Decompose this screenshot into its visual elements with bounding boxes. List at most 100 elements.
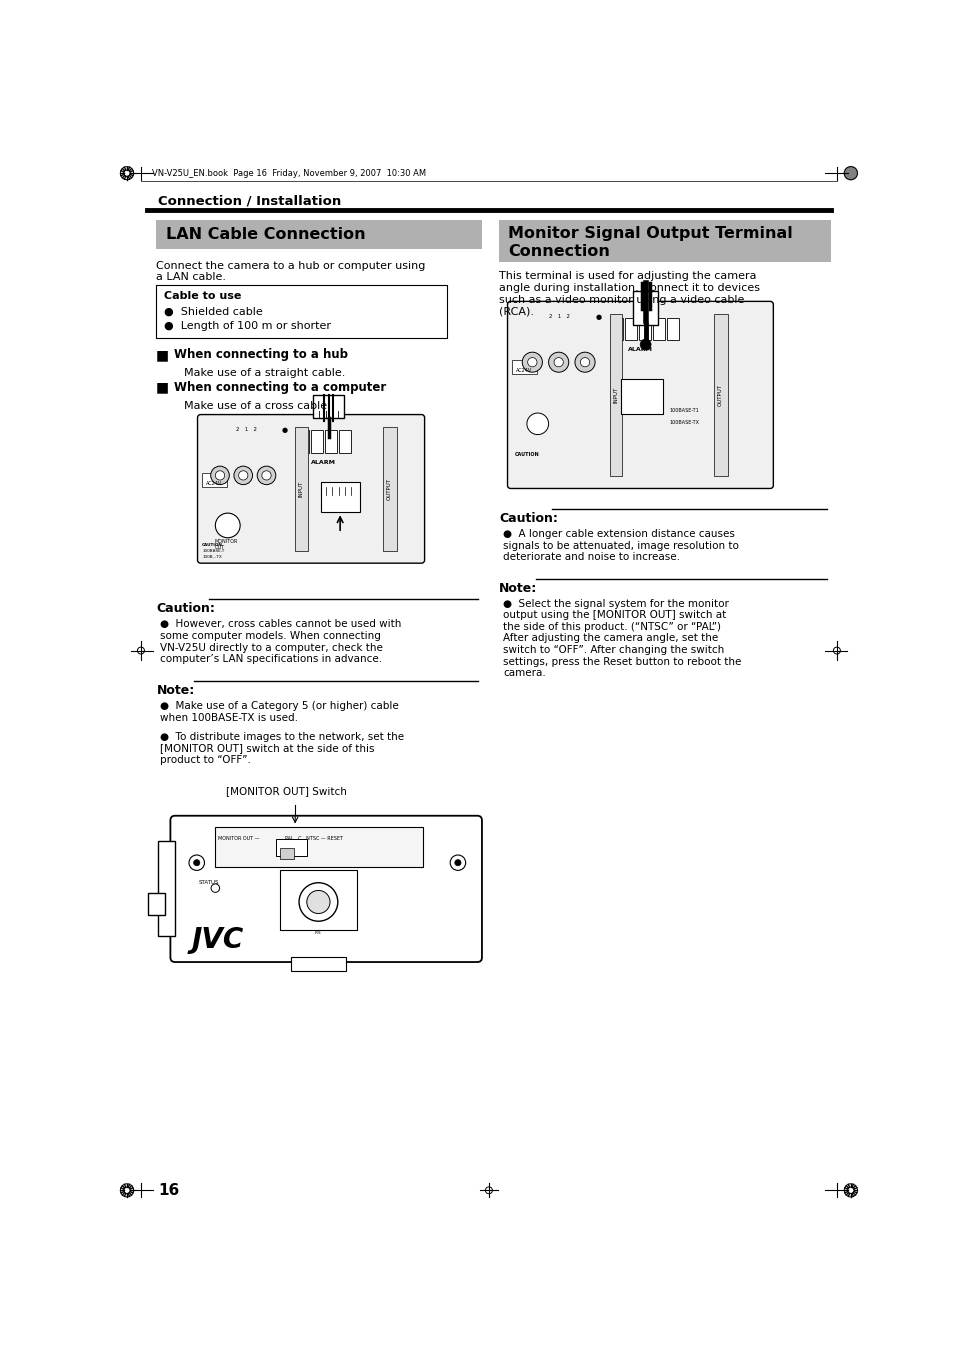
Bar <box>313 394 344 417</box>
Circle shape <box>211 466 229 485</box>
Circle shape <box>455 860 460 865</box>
Bar <box>382 427 396 551</box>
Bar <box>294 427 307 551</box>
Circle shape <box>257 466 275 485</box>
Circle shape <box>211 884 219 892</box>
Text: 100BASE-T1: 100BASE-T1 <box>669 409 699 413</box>
Bar <box>339 429 351 454</box>
Bar <box>202 472 227 487</box>
Circle shape <box>450 855 465 871</box>
Bar <box>320 482 359 512</box>
Text: ●  Length of 100 m or shorter: ● Length of 100 m or shorter <box>164 320 331 331</box>
Text: Note:: Note: <box>156 684 194 697</box>
Text: CAUTION: CAUTION <box>514 452 538 458</box>
Bar <box>215 826 422 867</box>
Text: ●  However, cross cables cannot be used with
some computer models. When connecti: ● However, cross cables cannot be used w… <box>160 620 401 664</box>
Text: ●  To distribute images to the network, set the
[MONITOR OUT] switch at the side: ● To distribute images to the network, s… <box>160 732 404 765</box>
Text: When connecting to a computer: When connecting to a computer <box>173 381 385 394</box>
Text: 100BASE-TX: 100BASE-TX <box>669 420 699 425</box>
FancyBboxPatch shape <box>197 414 424 563</box>
Text: Connect the camera to a hub or computer using
a LAN cable.: Connect the camera to a hub or computer … <box>156 261 425 282</box>
Bar <box>325 429 336 454</box>
Circle shape <box>261 471 271 481</box>
Bar <box>279 869 356 930</box>
Circle shape <box>189 855 204 871</box>
Text: AC24V: AC24V <box>516 367 532 373</box>
Circle shape <box>639 339 650 350</box>
Circle shape <box>554 358 562 367</box>
Text: MONITOR OUT —: MONITOR OUT — <box>217 836 259 841</box>
Text: 16: 16 <box>158 1183 179 1197</box>
Bar <box>311 429 323 454</box>
Text: 100B...TX: 100B...TX <box>202 555 222 559</box>
Circle shape <box>193 860 199 865</box>
FancyBboxPatch shape <box>171 815 481 963</box>
Text: This terminal is used for adjusting the camera
angle during installation. Connec: This terminal is used for adjusting the … <box>498 271 760 316</box>
Bar <box>280 848 294 859</box>
Bar <box>297 429 309 454</box>
Text: ●  A longer cable extension distance causes
signals to be attenuated, image reso: ● A longer cable extension distance caus… <box>502 529 738 563</box>
Text: INPUT: INPUT <box>298 481 304 497</box>
Bar <box>498 220 830 262</box>
Text: Connection / Installation: Connection / Installation <box>158 194 341 207</box>
Text: ■: ■ <box>155 381 169 394</box>
Text: 2   1   2: 2 1 2 <box>235 427 256 432</box>
Text: AC24V: AC24V <box>206 481 222 486</box>
Text: ●  Shielded cable: ● Shielded cable <box>164 306 263 317</box>
Text: [MONITOR OUT] Switch: [MONITOR OUT] Switch <box>226 786 347 795</box>
Text: ●: ● <box>282 427 288 433</box>
Bar <box>148 894 165 915</box>
Text: When connecting to a hub: When connecting to a hub <box>173 348 347 362</box>
Circle shape <box>307 891 330 914</box>
Circle shape <box>548 352 568 373</box>
Bar <box>275 838 307 856</box>
Circle shape <box>527 358 537 367</box>
Bar <box>653 319 664 340</box>
Text: STATUS: STATUS <box>198 880 218 886</box>
Text: Caution:: Caution: <box>156 602 215 616</box>
Text: IRS: IRS <box>314 931 321 936</box>
Text: 100BASE-T: 100BASE-T <box>202 548 224 552</box>
Circle shape <box>526 413 548 435</box>
FancyBboxPatch shape <box>507 301 773 489</box>
Circle shape <box>238 471 248 481</box>
Circle shape <box>575 352 595 373</box>
Text: Cable to use: Cable to use <box>164 292 241 301</box>
Bar <box>624 319 637 340</box>
Circle shape <box>215 471 224 481</box>
Text: OUTPUT: OUTPUT <box>718 383 722 406</box>
Text: ●  Select the signal system for the monitor
output using the [MONITOR OUT] switc: ● Select the signal system for the monit… <box>502 598 740 678</box>
Bar <box>609 313 621 477</box>
Bar <box>156 220 481 248</box>
Text: 2   1   2: 2 1 2 <box>549 313 570 319</box>
Text: MONITOR
OUT: MONITOR OUT <box>214 539 237 549</box>
Text: INPUT: INPUT <box>613 387 618 404</box>
Bar <box>620 379 662 414</box>
Text: Make use of a cross cable.: Make use of a cross cable. <box>183 401 330 410</box>
Bar <box>512 360 537 374</box>
Circle shape <box>298 883 337 921</box>
Text: CAUTION: CAUTION <box>202 543 223 547</box>
Circle shape <box>843 166 857 180</box>
Text: Note:: Note: <box>498 582 537 594</box>
Bar <box>156 285 447 338</box>
Text: VN-V25U_EN.book  Page 16  Friday, November 9, 2007  10:30 AM: VN-V25U_EN.book Page 16 Friday, November… <box>152 169 425 178</box>
Bar <box>713 313 727 477</box>
Bar <box>291 957 345 971</box>
Bar <box>611 319 622 340</box>
Bar <box>639 319 650 340</box>
Text: ●: ● <box>596 313 601 320</box>
Text: ●  Make use of a Category 5 (or higher) cable
when 100BASE-TX is used.: ● Make use of a Category 5 (or higher) c… <box>160 701 398 722</box>
Text: Caution:: Caution: <box>498 513 558 525</box>
Text: ■: ■ <box>155 348 169 362</box>
Text: PAL   C   NTSC — RESET: PAL C NTSC — RESET <box>285 836 343 841</box>
Text: Monitor Signal Output Terminal
Connection: Monitor Signal Output Terminal Connectio… <box>508 225 792 259</box>
Text: LAN Cable Connection: LAN Cable Connection <box>166 227 365 242</box>
Text: ALARM: ALARM <box>628 347 653 352</box>
Bar <box>158 841 174 936</box>
Circle shape <box>579 358 589 367</box>
Text: Make use of a straight cable.: Make use of a straight cable. <box>183 369 345 378</box>
Circle shape <box>521 352 542 373</box>
Circle shape <box>215 513 240 537</box>
Text: OUTPUT: OUTPUT <box>387 478 392 500</box>
